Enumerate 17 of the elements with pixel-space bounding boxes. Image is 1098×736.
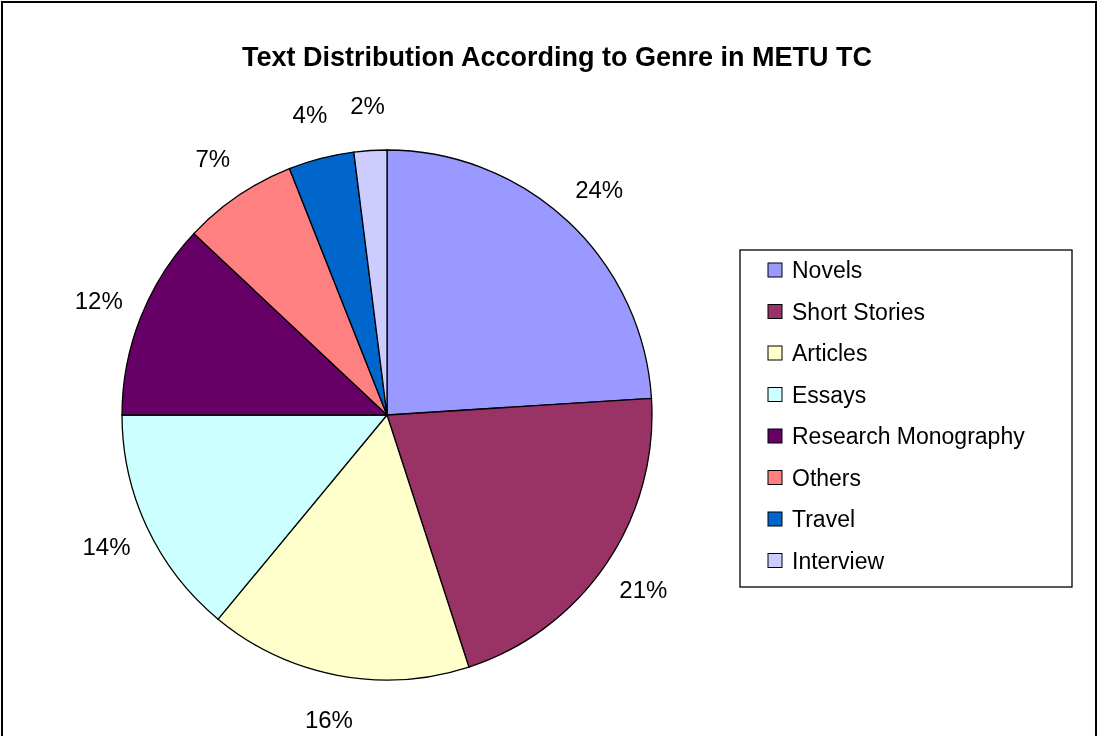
data-label: 12% [74,287,123,315]
legend-label: Short Stories [792,298,925,325]
legend-label: Essays [792,381,867,408]
legend-label: Novels [792,257,863,283]
data-label: 4% [292,101,328,129]
chart-title: Text Distribution According to Genre in METU TC [241,42,873,72]
data-label: 24% [575,175,624,203]
data-label: 21% [619,575,668,603]
legend-label: Others [792,464,862,491]
data-label: 7% [195,145,231,173]
data-label: 2% [350,92,385,120]
data-label: 14% [82,533,131,561]
legend-label: Travel [792,506,856,532]
legend-label: Research Monography [792,423,1026,449]
legend-label: Interview [792,547,885,574]
data-label: 16% [304,706,353,734]
legend-label: Articles [792,340,868,366]
